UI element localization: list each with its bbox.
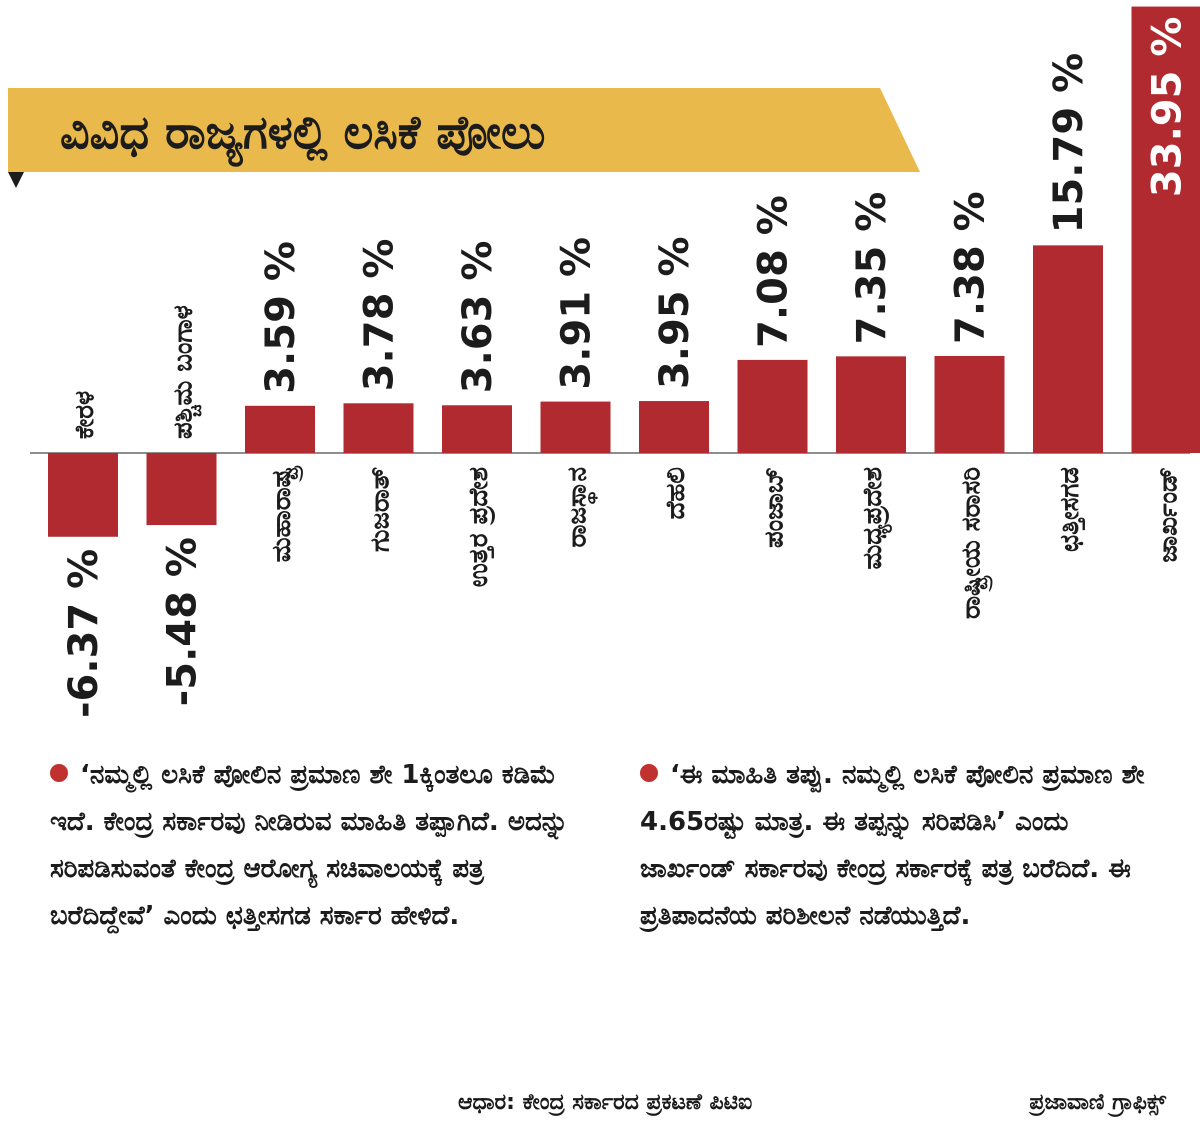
value-label: 3.59 % — [258, 241, 304, 394]
value-label: 15.79 % — [1046, 53, 1092, 234]
value-label: 7.08 % — [751, 195, 797, 348]
value-label: -5.48 % — [160, 537, 206, 706]
source-label: ಆಧಾರ: ಕೇಂದ್ರ ಸರ್ಕಾರದ ಪ್ರಕಟಣೆ ಪಿಟಿಐ — [458, 1090, 753, 1115]
title-banner-shape — [8, 88, 920, 172]
category-label: ದೆಹಲಿ — [661, 467, 691, 519]
bar — [146, 453, 217, 526]
value-label: 7.38 % — [948, 191, 994, 344]
bar-chart: -6.37 % ಕೇರಳ -5.48 % ಪಶ್ಚಿಮ ಬಂಗಾಳ 3.59 % ಮಹಾರ… — [30, 6, 1200, 718]
bar — [245, 405, 315, 453]
bar — [1033, 245, 1103, 453]
bar — [442, 405, 512, 453]
value-label: 33.95 % — [1145, 17, 1191, 198]
category-label: ಛತ್ತೀಸಗಡ — [1055, 467, 1086, 552]
bar — [48, 453, 118, 537]
category-label: ಉತ್ತರ ಪ್ರದೇಶ — [464, 467, 495, 587]
category-label: ರಾಜಸ್ಥಾನ — [563, 467, 599, 547]
bullet-dot-icon — [50, 764, 68, 782]
title-banner-notch — [8, 172, 24, 188]
value-label: -6.37 % — [61, 549, 107, 718]
note-right: ‘ಈ ಮಾಹಿತಿ ತಪ್ಪು. ನಮ್ಮಲ್ಲಿ ಲಸಿಕೆ ಪೋಲಿನ ಪ್… — [640, 752, 1170, 940]
bar — [639, 401, 709, 453]
chart-title: ವಿವಿಧ ರಾಜ್ಯಗಳಲ್ಲಿ ಲಸಿಕೆ ಪೋಲು — [60, 105, 545, 167]
category-label: ರಾಷ್ಟ್ರೀಯ ಸರಾಸರಿ — [957, 467, 993, 619]
bar — [737, 359, 808, 453]
bullet-dot-icon — [640, 764, 658, 782]
category-label: ಜಾರ್ಖಂಡ್ — [1154, 467, 1184, 563]
value-label: 3.91 % — [554, 237, 600, 390]
category-label: ಮಧ್ಯಪ್ರದೇಶ — [858, 467, 892, 570]
bar — [343, 403, 414, 453]
credit-label: ಪ್ರಜಾವಾಣಿ ಗ್ರಾಫಿಕ್ಸ್ — [1029, 1090, 1166, 1115]
footer: ಆಧಾರ: ಕೇಂದ್ರ ಸರ್ಕಾರದ ಪ್ರಕಟಣೆ ಪಿಟಿಐ ಪ್ರಜಾ… — [0, 1090, 1200, 1130]
note-left-text: ‘ನಮ್ಮಲ್ಲಿ ಲಸಿಕೆ ಪೋಲಿನ ಪ್ರಮಾಣ ಶೇ 1ಕ್ಕಿಂತಲ… — [50, 760, 569, 931]
value-label: 3.95 % — [652, 236, 698, 389]
category-label: ಪಶ್ಚಿಮ ಬಂಗಾಳ — [169, 305, 202, 439]
value-label: 3.78 % — [357, 239, 403, 392]
category-label: ಮಹಾರಾಷ್ಟ್ರ — [267, 465, 303, 562]
category-label: ಕೇರಳ — [70, 391, 100, 439]
value-label: 3.63 % — [455, 241, 501, 394]
title-banner: ವಿವಿಧ ರಾಜ್ಯಗಳಲ್ಲಿ ಲಸಿಕೆ ಪೋಲು — [8, 88, 920, 188]
note-left: ‘ನಮ್ಮಲ್ಲಿ ಲಸಿಕೆ ಪೋಲಿನ ಪ್ರಮಾಣ ಶೇ 1ಕ್ಕಿಂತಲ… — [50, 752, 590, 940]
category-label: ಪಂಜಾಬ್ — [760, 467, 790, 548]
bar — [540, 401, 611, 453]
note-right-text: ‘ಈ ಮಾಹಿತಿ ತಪ್ಪು. ನಮ್ಮಲ್ಲಿ ಲಸಿಕೆ ಪೋಲಿನ ಪ್… — [640, 760, 1145, 931]
bar — [1131, 6, 1200, 454]
value-label: 7.35 % — [849, 192, 895, 345]
bar — [836, 356, 906, 453]
bar — [934, 355, 1005, 453]
category-label: ಗುಜರಾತ್ — [366, 467, 396, 552]
